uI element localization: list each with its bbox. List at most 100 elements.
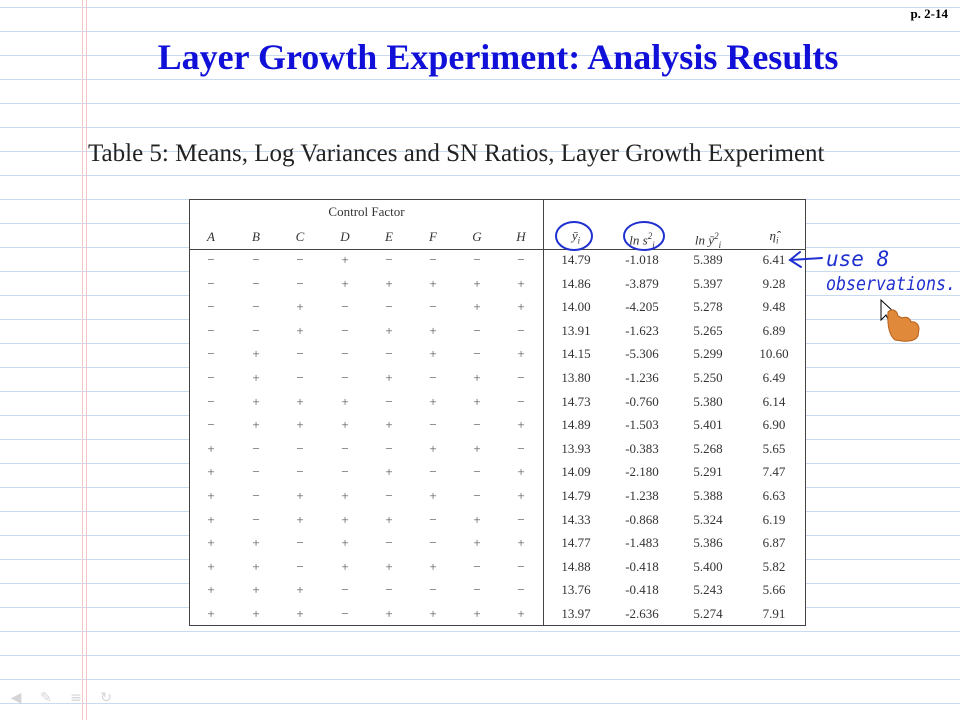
factor-level-cell: + [517, 488, 525, 503]
factor-level-cell: − [385, 488, 393, 503]
factor-level-cell: + [252, 558, 260, 574]
factor-header-g: G [472, 229, 482, 244]
factor-level-cell: − [385, 252, 393, 267]
factor-level-cell: − [517, 582, 525, 598]
factor-level-cell: − [296, 558, 304, 574]
stat-header-symbol: η̂ [769, 228, 776, 243]
factor-level-cell: + [517, 346, 525, 362]
stat-value-cell: -5.306 [625, 346, 659, 362]
factor-level-cell: + [252, 535, 260, 551]
factor-level-cell: − [296, 252, 304, 267]
stat-header-subscript: i [652, 239, 655, 250]
stat-value-cell: -0.868 [625, 511, 659, 527]
stat-value-cell: -1.623 [625, 322, 659, 338]
stat-value-cell: -1.238 [625, 488, 659, 503]
factor-level-cell: + [252, 393, 260, 409]
factor-level-cell: + [296, 488, 304, 503]
factor-level-cell: − [207, 322, 215, 338]
factor-level-cell: + [473, 393, 481, 409]
factor-level-cell: + [473, 511, 481, 527]
stat-value-cell: 6.90 [762, 417, 786, 433]
stat-value-cell: 5.274 [693, 606, 723, 621]
factor-level-cell: − [341, 464, 349, 480]
factor-level-cell: + [341, 558, 349, 574]
stat-value-cell: 9.48 [762, 299, 786, 315]
stat-value-cell: 14.00 [561, 299, 591, 315]
table-row: + − + + + − + − 14.33 -0.868 5.324 6.19 [190, 512, 805, 536]
factor-level-cell: − [473, 322, 481, 338]
factor-level-cell: + [341, 511, 349, 527]
table-row: + − + + − + − +14.79 -1.238 5.388 6.63 [190, 488, 805, 512]
stat-value-cell: 14.89 [561, 417, 591, 433]
factor-level-cell: − [341, 370, 349, 385]
factor-level-cell: + [252, 346, 260, 362]
factor-level-cell: − [429, 299, 437, 315]
stat-value-cell: -1.236 [625, 370, 659, 385]
factor-level-cell: + [207, 440, 215, 456]
factor-level-cell: + [207, 582, 215, 598]
factor-level-cell: + [517, 464, 525, 480]
factor-level-cell: − [252, 252, 260, 267]
factor-level-cell: − [385, 535, 393, 551]
factor-level-cell: + [385, 417, 393, 433]
factor-level-cell: + [473, 299, 481, 315]
stat-header-3: η̂i [744, 228, 804, 249]
stat-value-cell: 5.401 [693, 417, 723, 433]
factor-level-cell: + [385, 370, 393, 385]
factor-level-cell: + [429, 393, 437, 409]
pen-icon[interactable]: ✎ [40, 690, 52, 706]
factor-level-cell: − [473, 417, 481, 433]
stat-value-cell: -1.018 [625, 252, 659, 267]
factor-level-cell: + [296, 393, 304, 409]
factor-level-cell: − [473, 488, 481, 503]
factor-level-cell: + [429, 322, 437, 338]
table-row: − + + + + − − +14.89 -1.503 5.401 6.90 [190, 417, 805, 441]
stat-value-cell: 6.14 [762, 393, 786, 409]
stat-value-cell: 14.79 [561, 252, 591, 267]
factor-level-cell: + [473, 606, 481, 621]
factor-header-c: C [295, 229, 305, 244]
stat-value-cell: 14.79 [561, 488, 591, 503]
stat-value-cell: 7.47 [762, 464, 786, 480]
stat-value-cell: -2.180 [625, 464, 659, 480]
stat-value-cell: -0.418 [625, 558, 659, 574]
stat-value-cell: 6.63 [762, 488, 786, 503]
presentation-nav-toolbar[interactable]: ◀ ✎ ≡ ↻ [6, 690, 116, 706]
stat-value-cell: 13.76 [561, 582, 591, 598]
notebook-margin-line [82, 0, 83, 720]
stat-value-cell: 14.33 [561, 511, 591, 527]
factor-level-cell: − [252, 299, 260, 315]
factor-level-cell: − [252, 275, 260, 291]
table-row: − − − + + + + +14.86 -3.879 5.397 9.28 [190, 276, 805, 300]
stat-value-cell: -0.383 [625, 440, 659, 456]
stat-value-cell: -4.205 [625, 299, 659, 315]
factor-level-cell: + [385, 464, 393, 480]
table-row: + + − + − − + +14.77 -1.483 5.386 6.87 [190, 535, 805, 559]
factor-level-cell: + [252, 606, 260, 621]
table-row: − + − − − + − +14.15 -5.306 5.299 10.60 [190, 346, 805, 370]
stat-value-cell: 9.28 [762, 275, 786, 291]
stat-value-cell: 5.299 [693, 346, 723, 362]
table-row: + − − − + − − +14.09 -2.180 5.291 7.47 [190, 464, 805, 488]
factor-level-cell: − [429, 417, 437, 433]
factor-level-cell: + [385, 606, 393, 621]
stat-value-cell: 5.82 [762, 558, 786, 574]
factor-level-cell: + [429, 488, 437, 503]
factor-level-cell: + [341, 488, 349, 503]
factor-level-cell: − [473, 582, 481, 598]
stat-value-cell: 13.97 [561, 606, 591, 621]
factor-header-h: H [516, 229, 526, 244]
factor-level-cell: − [341, 440, 349, 456]
arrow-left-icon[interactable]: ◀ [10, 690, 22, 706]
factor-level-cell: − [296, 346, 304, 362]
stat-value-cell: 5.243 [693, 582, 723, 598]
factor-level-cell: + [385, 511, 393, 527]
factor-level-cell: − [296, 464, 304, 480]
loop-icon[interactable]: ↻ [100, 690, 112, 706]
stat-value-cell: 14.73 [561, 393, 591, 409]
factor-level-cell: + [296, 299, 304, 315]
stat-value-cell: -0.760 [625, 393, 659, 409]
factor-level-cell: + [473, 535, 481, 551]
menu-icon[interactable]: ≡ [70, 690, 82, 706]
factor-level-cell: − [429, 511, 437, 527]
